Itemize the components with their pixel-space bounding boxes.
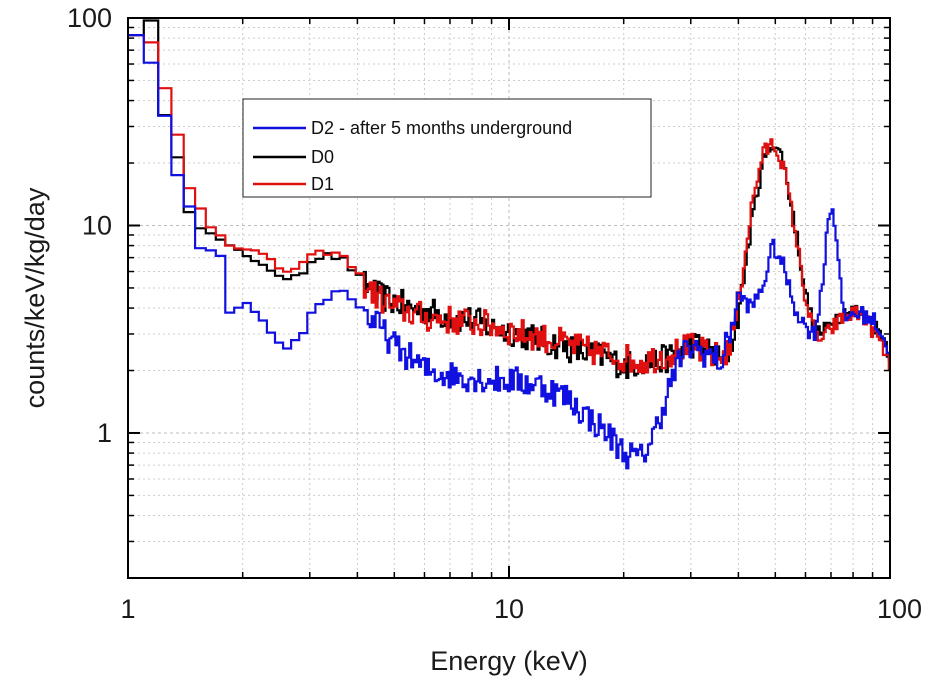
y-tick-label: 100 (67, 3, 112, 33)
legend-box (242, 98, 652, 198)
legend-label-d2: D2 - after 5 months underground (311, 118, 572, 138)
series-line-d2 (128, 34, 890, 470)
series-line-d1 (128, 34, 890, 374)
x-tick-label: 10 (494, 594, 524, 624)
x-tick-label: 1 (120, 594, 135, 624)
x-axis-label: Energy (keV) (430, 646, 588, 676)
x-tick-label: 100 (877, 594, 922, 624)
series-layer (128, 19, 890, 470)
y-tick-label: 1 (97, 418, 112, 448)
legend-label-d1: D1 (311, 174, 334, 194)
legend-label-d0: D0 (311, 147, 334, 167)
legend: D2 - after 5 months underground D0 D1 (242, 98, 652, 198)
axis-ticks: 1 10 100 1 10 100 (67, 3, 922, 624)
y-axis-label: counts/keV/kg/day (20, 187, 50, 408)
y-tick-label: 10 (82, 210, 112, 240)
